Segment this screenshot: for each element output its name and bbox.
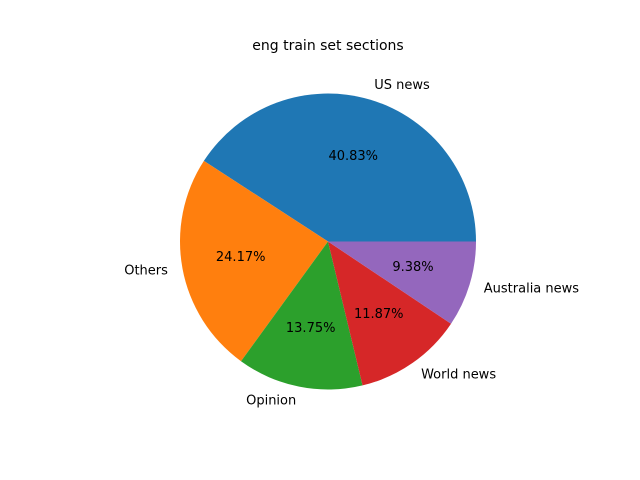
pie-slices bbox=[180, 93, 476, 390]
pie-slice-opinion bbox=[241, 241, 363, 390]
pct-label-australia-news: 9.38% bbox=[392, 260, 433, 275]
pct-label-us-news: 40.83% bbox=[328, 149, 378, 164]
pct-label-opinion: 13.75% bbox=[286, 321, 336, 336]
slice-label-opinion: Opinion bbox=[246, 394, 296, 409]
slice-label-world-news: World news bbox=[421, 368, 496, 383]
pie-slice-australia-news bbox=[328, 241, 476, 324]
pie-slice-world-news bbox=[328, 241, 452, 386]
slice-label-australia-news: Australia news bbox=[484, 281, 580, 296]
pct-label-world-news: 11.87% bbox=[354, 307, 404, 322]
pct-label-others: 24.17% bbox=[216, 250, 266, 265]
pie-slice-others bbox=[180, 160, 328, 362]
chart-title: eng train set sections bbox=[252, 38, 403, 54]
slice-label-us-news: US news bbox=[374, 78, 430, 93]
pie-labels: US news 40.83% Others 24.17% Opinion 13.75% Wo… bbox=[124, 78, 579, 409]
pie-slice-us-news bbox=[203, 93, 476, 242]
slice-label-others: Others bbox=[124, 264, 168, 279]
